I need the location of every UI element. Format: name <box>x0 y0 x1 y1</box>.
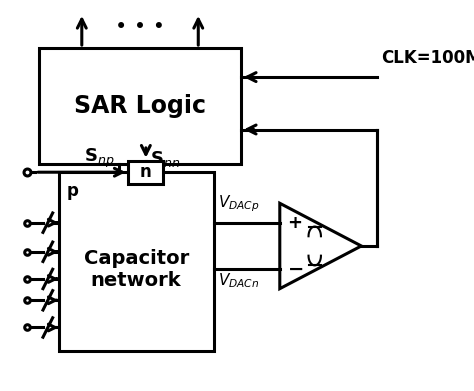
Text: p: p <box>66 182 78 200</box>
Text: $\mathbf{S}_{np}$: $\mathbf{S}_{np}$ <box>84 147 115 170</box>
Text: $V_{DACp}$: $V_{DACp}$ <box>218 194 259 214</box>
Text: −: − <box>288 260 304 279</box>
Bar <box>58 172 214 351</box>
Bar <box>128 161 164 184</box>
Text: $V_{DACn}$: $V_{DACn}$ <box>218 271 259 290</box>
Text: $\mathbf{S}_{nn}$: $\mathbf{S}_{nn}$ <box>150 149 180 169</box>
Text: Capacitor
network: Capacitor network <box>83 249 189 290</box>
Bar <box>39 48 241 165</box>
Text: CLK=100M: CLK=100M <box>381 49 474 67</box>
Text: n: n <box>140 163 152 181</box>
Text: SAR Logic: SAR Logic <box>74 94 206 118</box>
Text: • • •: • • • <box>115 17 165 37</box>
Text: +: + <box>288 213 302 232</box>
